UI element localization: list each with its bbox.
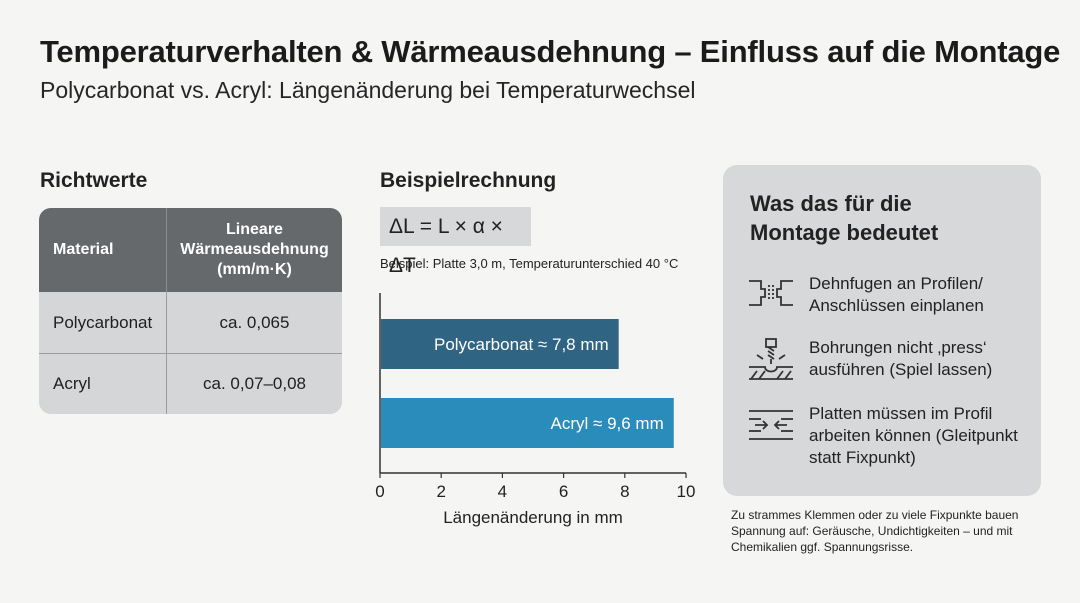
value-cell: ca. 0,07–0,08 <box>202 374 307 393</box>
info-line: Dehnfugen an Profilen/ <box>809 274 983 293</box>
info-line: Platten müssen im Profil <box>809 404 993 423</box>
info-title-line: Montage bedeutet <box>750 220 939 245</box>
x-tick-label: 8 <box>620 482 629 501</box>
info-item-text: Dehnfugen an Profilen/ Anschlüssen einpl… <box>809 273 1039 317</box>
info-line: Bohrungen nicht ‚press‘ <box>809 338 987 357</box>
info-line: arbeiten können (Gleitpunkt <box>809 426 1018 445</box>
column-header-line: Lineare <box>226 221 283 238</box>
expansion-joint-icon <box>749 280 793 306</box>
page-subtitle: Polycarbonat vs. Acryl: Längenänderung b… <box>40 77 696 103</box>
formula-box: ΔL = L × α × ΔT <box>380 207 531 277</box>
expansion-bar-chart: Polycarbonat ≈ 7,8 mm Acryl ≈ 9,6 mm 0 2 4 6 8… <box>375 293 696 527</box>
material-cell: Polycarbonat <box>39 292 167 353</box>
montage-info-box: Was das für die Montage bedeutet Dehnfug… <box>723 165 1041 496</box>
x-tick-label: 6 <box>559 482 568 501</box>
bar-label: Acryl ≈ 9,6 mm <box>551 414 664 433</box>
x-tick-label: 4 <box>498 482 507 501</box>
table-header-row: Material Lineare Wärmeausdehnung (mm/m·K… <box>39 208 342 292</box>
table-row: Acryl ca. 0,07–0,08 <box>39 354 342 414</box>
info-item-text: Bohrungen nicht ‚press‘ ausführen (Spiel… <box>809 337 1039 381</box>
info-item-text: Platten müssen im Profil arbeiten können… <box>809 403 1039 469</box>
beispiel-heading: Beispielrechnung <box>380 169 557 192</box>
x-tick-label: 10 <box>677 482 696 501</box>
page-title: Temperaturverhalten & Wärmeausdehnung – … <box>40 34 1061 69</box>
info-title-line: Was das für die <box>750 191 912 216</box>
info-line: statt Fixpunkt) <box>809 448 916 467</box>
column-header-material: Material <box>39 208 167 292</box>
material-cell: Acryl <box>39 354 167 414</box>
example-text: Beispiel: Platte 3,0 m, Temperaturunters… <box>380 256 679 271</box>
bar-label: Polycarbonat ≈ 7,8 mm <box>434 335 609 354</box>
bar-acryl <box>381 398 674 448</box>
column-header-line: (mm/m·K) <box>217 261 292 278</box>
x-axis-label: Längenänderung in mm <box>443 508 623 527</box>
column-header-line: Wärmeausdehnung <box>180 241 329 258</box>
richtwerte-heading: Richtwerte <box>40 169 148 192</box>
drill-icon <box>749 338 793 380</box>
x-tick-label: 2 <box>436 482 445 501</box>
info-title: Was das für die Montage bedeutet <box>750 189 938 247</box>
sliding-panel-icon <box>749 410 793 440</box>
x-tick-label: 0 <box>375 482 384 501</box>
richtwerte-table: Material Lineare Wärmeausdehnung (mm/m·K… <box>39 208 342 414</box>
info-line: Anschlüssen einplanen <box>809 296 984 315</box>
bar-polycarbonat <box>381 319 619 369</box>
value-cell: ca. 0,065 <box>219 312 290 332</box>
column-header-expansion: Lineare Wärmeausdehnung (mm/m·K) <box>167 208 342 292</box>
warning-note: Zu strammes Klemmen oder zu viele Fixpun… <box>731 508 1019 554</box>
table-row: Polycarbonat ca. 0,065 <box>39 292 342 354</box>
info-line: ausführen (Spiel lassen) <box>809 360 993 379</box>
